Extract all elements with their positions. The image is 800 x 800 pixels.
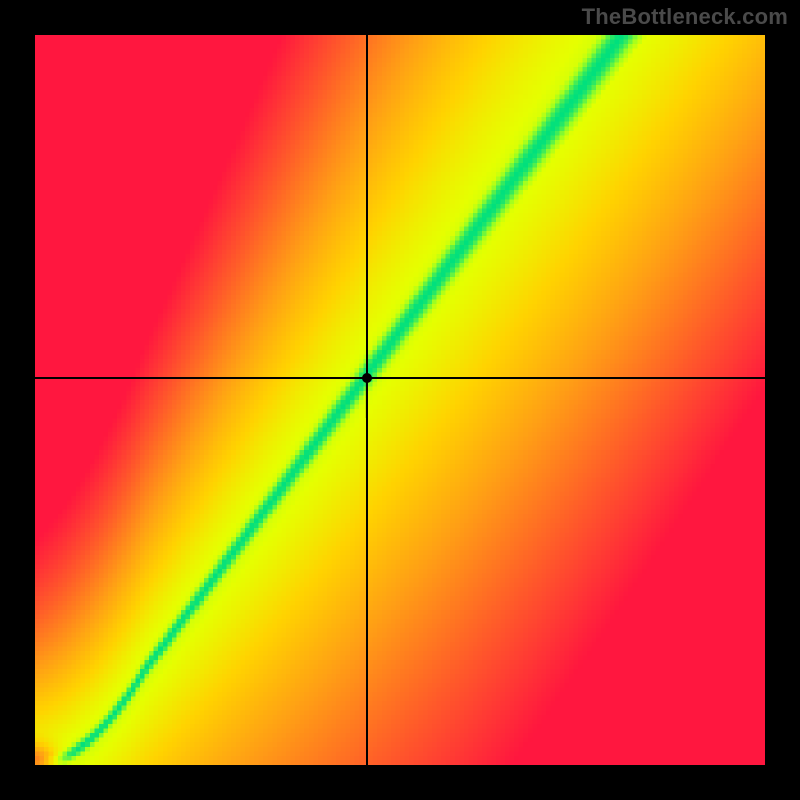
crosshair-horizontal <box>35 377 765 378</box>
selection-marker <box>362 373 372 383</box>
stage: TheBottleneck.com <box>0 0 800 800</box>
plot-area <box>35 35 765 765</box>
bottleneck-heatmap <box>35 35 765 765</box>
watermark-text: TheBottleneck.com <box>582 4 788 30</box>
marker-tail <box>366 378 368 418</box>
